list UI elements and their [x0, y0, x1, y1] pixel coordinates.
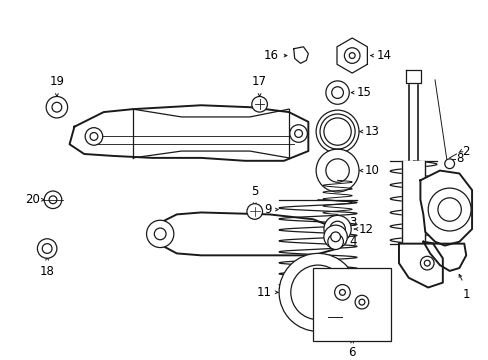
Circle shape: [437, 198, 460, 221]
Circle shape: [427, 188, 470, 231]
Circle shape: [251, 96, 267, 112]
Circle shape: [329, 221, 345, 237]
Polygon shape: [398, 244, 442, 288]
Polygon shape: [336, 38, 366, 73]
Circle shape: [246, 204, 262, 219]
Text: 4: 4: [348, 235, 356, 248]
Text: 5: 5: [250, 185, 258, 198]
Circle shape: [334, 284, 349, 300]
Circle shape: [354, 295, 368, 309]
Circle shape: [330, 232, 340, 242]
Text: 17: 17: [252, 75, 266, 88]
Polygon shape: [401, 161, 425, 248]
Circle shape: [154, 228, 166, 240]
Text: 19: 19: [49, 75, 64, 88]
Circle shape: [420, 256, 433, 270]
Text: 18: 18: [40, 265, 55, 278]
Circle shape: [325, 159, 348, 182]
Text: 14: 14: [376, 49, 391, 62]
Circle shape: [52, 102, 61, 112]
Circle shape: [331, 87, 343, 98]
Text: 15: 15: [356, 86, 371, 99]
Circle shape: [42, 244, 52, 253]
Polygon shape: [293, 47, 308, 63]
Circle shape: [289, 125, 307, 142]
Circle shape: [315, 149, 358, 192]
Circle shape: [49, 196, 57, 204]
Polygon shape: [423, 242, 465, 271]
Circle shape: [146, 220, 174, 248]
Text: 7: 7: [407, 269, 415, 282]
Polygon shape: [420, 171, 471, 246]
Text: 11: 11: [256, 286, 271, 299]
Text: 1: 1: [462, 288, 469, 301]
Circle shape: [44, 191, 61, 208]
Circle shape: [444, 159, 453, 168]
Circle shape: [37, 239, 57, 258]
Text: 13: 13: [364, 125, 379, 138]
Text: 16: 16: [264, 49, 279, 62]
Circle shape: [348, 53, 354, 58]
Circle shape: [323, 215, 350, 243]
Circle shape: [290, 265, 345, 320]
Text: 2: 2: [461, 145, 469, 158]
Circle shape: [327, 234, 343, 249]
Polygon shape: [152, 212, 337, 255]
Circle shape: [323, 225, 346, 248]
Circle shape: [323, 118, 350, 145]
Text: 3: 3: [348, 216, 356, 229]
Circle shape: [358, 299, 364, 305]
Circle shape: [325, 81, 348, 104]
Circle shape: [344, 48, 359, 63]
Circle shape: [90, 132, 98, 140]
Circle shape: [294, 130, 302, 138]
Text: 9: 9: [263, 203, 271, 216]
Text: 10: 10: [364, 164, 379, 177]
Polygon shape: [69, 105, 308, 161]
Circle shape: [315, 110, 358, 153]
Circle shape: [279, 253, 356, 331]
Polygon shape: [405, 70, 421, 83]
Text: 12: 12: [358, 222, 373, 235]
Circle shape: [85, 128, 102, 145]
Circle shape: [339, 289, 345, 295]
Bar: [313, 268, 390, 341]
Text: 8: 8: [455, 152, 463, 165]
Text: 20: 20: [25, 193, 40, 206]
Circle shape: [424, 260, 429, 266]
Circle shape: [46, 96, 67, 118]
Text: 6: 6: [348, 346, 355, 359]
